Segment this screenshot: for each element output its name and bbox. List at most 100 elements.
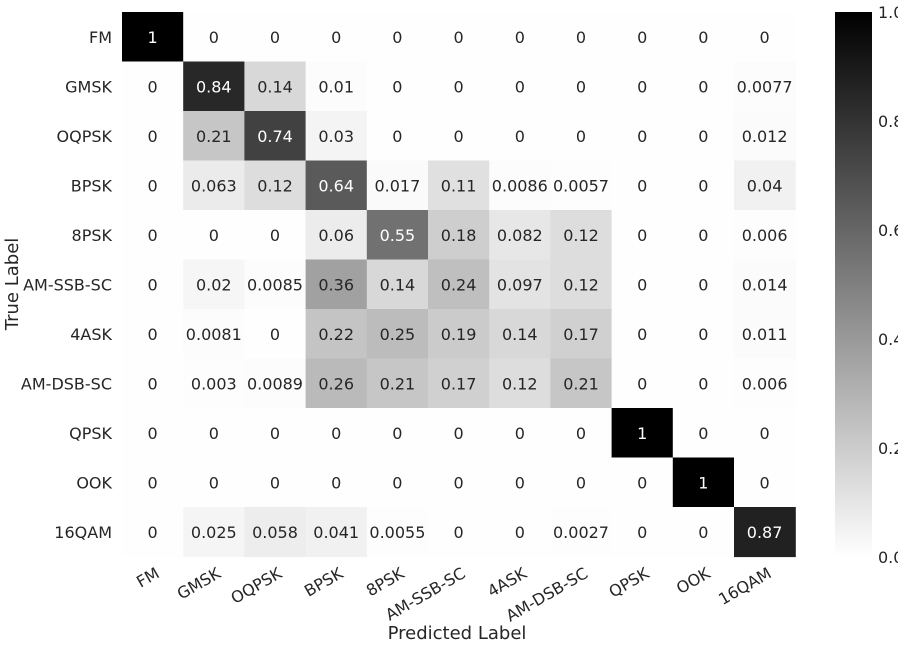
x-tick-label: 4ASK	[484, 563, 530, 601]
cell-value-label: 0.058	[252, 523, 298, 542]
heatmap-cell	[489, 111, 551, 162]
heatmap-cell	[244, 408, 307, 459]
colorbar-tick-label: 0.8	[878, 112, 898, 131]
cell-value-label: 0.25	[380, 325, 416, 344]
heatmap-cell	[305, 160, 368, 211]
heatmap-cell	[244, 12, 307, 63]
heatmap-cell	[489, 507, 551, 558]
cell-value-label: 0	[637, 473, 647, 492]
heatmap-cell	[734, 309, 796, 360]
cell-value-label: 0	[148, 176, 158, 195]
cell-value-label: 0	[148, 77, 158, 96]
cell-value-label: 1	[698, 473, 708, 492]
cell-value-label: 0.01	[318, 77, 354, 96]
cell-value-label: 1	[148, 28, 158, 47]
y-tick-label: 16QAM	[54, 523, 112, 542]
cell-value-label: 0	[698, 28, 708, 47]
heatmap-cells	[122, 12, 796, 558]
cell-value-label: 0.14	[257, 77, 293, 96]
heatmap-cell	[244, 507, 307, 558]
heatmap-cell	[550, 259, 613, 310]
cell-value-label: 0	[698, 127, 708, 146]
heatmap-cell	[428, 61, 490, 112]
cell-value-label: 0	[331, 473, 341, 492]
heatmap-cell	[428, 408, 490, 459]
heatmap-cell	[489, 12, 551, 63]
colorbar-tick-label: 0.2	[878, 439, 898, 458]
heatmap-cell	[611, 408, 674, 459]
cell-value-label: 0.006	[742, 374, 788, 393]
cell-value-label: 0.12	[502, 374, 538, 393]
heatmap-cell	[489, 358, 551, 409]
heatmap-cell	[734, 457, 796, 508]
cell-value-label: 0	[576, 77, 586, 96]
heatmap-cell	[672, 408, 735, 459]
cell-value-label: 0.36	[318, 275, 354, 294]
heatmap-cell	[305, 309, 368, 360]
cell-value-label: 1	[637, 424, 647, 443]
colorbar-tick-label: 0.4	[878, 330, 898, 349]
cell-value-label: 0	[454, 28, 464, 47]
y-tick-label: GMSK	[65, 77, 112, 96]
heatmap-cell	[183, 12, 245, 63]
cell-value-label: 0	[637, 28, 647, 47]
heatmap-cell	[183, 507, 245, 558]
cell-value-label: 0	[760, 28, 770, 47]
cell-value-label: 0	[637, 523, 647, 542]
cell-value-label: 0.87	[747, 523, 783, 542]
heatmap-cell	[244, 309, 307, 360]
heatmap-cell	[244, 259, 307, 310]
heatmap-cell	[550, 61, 613, 112]
cell-value-label: 0.06	[318, 226, 354, 245]
cell-value-label: 0.21	[563, 374, 599, 393]
cell-value-label: 0	[331, 28, 341, 47]
heatmap-cell	[305, 12, 368, 63]
cell-value-label: 0.0089	[247, 374, 303, 393]
cell-value-label: 0	[148, 325, 158, 344]
cell-value-label: 0	[148, 523, 158, 542]
cell-value-label: 0	[576, 28, 586, 47]
cell-value-label: 0.0081	[186, 325, 242, 344]
heatmap-cell	[611, 210, 674, 261]
heatmap-cell	[428, 358, 490, 409]
cell-value-label: 0	[637, 325, 647, 344]
heatmap-cell	[122, 259, 184, 310]
y-tick-label: FM	[89, 28, 112, 47]
heatmap-cell	[672, 457, 735, 508]
heatmap-cell	[550, 309, 613, 360]
heatmap-cell	[122, 457, 184, 508]
heatmap-cell	[366, 61, 429, 112]
cell-value-label: 0.14	[380, 275, 416, 294]
heatmap-cell	[366, 160, 429, 211]
cell-value-label: 0.12	[563, 226, 599, 245]
heatmap-cell	[672, 507, 735, 558]
cell-value-label: 0.26	[318, 374, 354, 393]
cell-value-label: 0	[209, 473, 219, 492]
cell-value-label: 0	[637, 275, 647, 294]
cell-value-label: 0	[270, 325, 280, 344]
heatmap-cell	[672, 210, 735, 261]
cell-value-label: 0	[392, 473, 402, 492]
colorbar-tick-label: 1.0	[878, 3, 898, 22]
cell-value-label: 0	[515, 77, 525, 96]
heatmap-cell	[550, 408, 613, 459]
cell-value-label: 0	[698, 226, 708, 245]
heatmap-cell	[366, 309, 429, 360]
x-tick-label: 16QAM	[715, 564, 774, 609]
cell-value-label: 0.14	[502, 325, 538, 344]
x-tick-label: FM	[133, 564, 162, 592]
cell-value-label: 0	[454, 424, 464, 443]
cell-value-label: 0.0057	[553, 176, 609, 195]
x-tick-label: QPSK	[606, 563, 653, 601]
cell-value-label: 0	[576, 424, 586, 443]
heatmap-cell	[550, 358, 613, 409]
heatmap-cell	[428, 259, 490, 310]
heatmap-cell	[244, 160, 307, 211]
y-tick-label: OQPSK	[57, 127, 113, 146]
heatmap-cell	[672, 309, 735, 360]
y-axis-label: True Label	[2, 238, 23, 332]
heatmap-cell	[122, 309, 184, 360]
heatmap-cell	[428, 210, 490, 261]
heatmap-cell	[489, 408, 551, 459]
heatmap-cell	[244, 111, 307, 162]
